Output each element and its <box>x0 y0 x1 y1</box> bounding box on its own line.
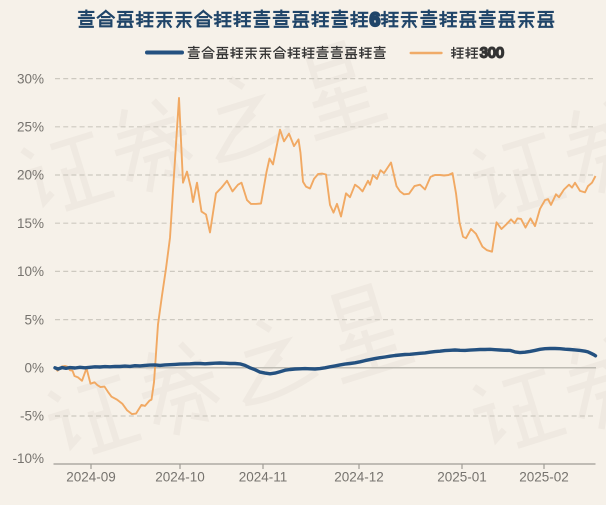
svg-text:-5%: -5% <box>20 409 44 424</box>
svg-text:20%: 20% <box>17 168 44 183</box>
svg-text:2025-02: 2025-02 <box>519 470 569 485</box>
svg-text:5%: 5% <box>24 312 44 327</box>
svg-text:25%: 25% <box>17 120 44 135</box>
svg-text:15%: 15% <box>17 216 44 231</box>
svg-text:30%: 30% <box>17 71 44 86</box>
svg-text:2024-12: 2024-12 <box>334 470 384 485</box>
svg-text:10%: 10% <box>17 264 44 279</box>
svg-text:-10%: -10% <box>12 451 44 466</box>
svg-text:2025-01: 2025-01 <box>437 470 487 485</box>
svg-text:300: 300 <box>480 45 504 61</box>
svg-text:0%: 0% <box>24 361 44 376</box>
svg-text:6: 6 <box>370 10 381 31</box>
svg-text:2024-11: 2024-11 <box>239 470 288 485</box>
svg-text:2024-09: 2024-09 <box>66 470 116 485</box>
svg-text:2024-10: 2024-10 <box>155 470 205 485</box>
